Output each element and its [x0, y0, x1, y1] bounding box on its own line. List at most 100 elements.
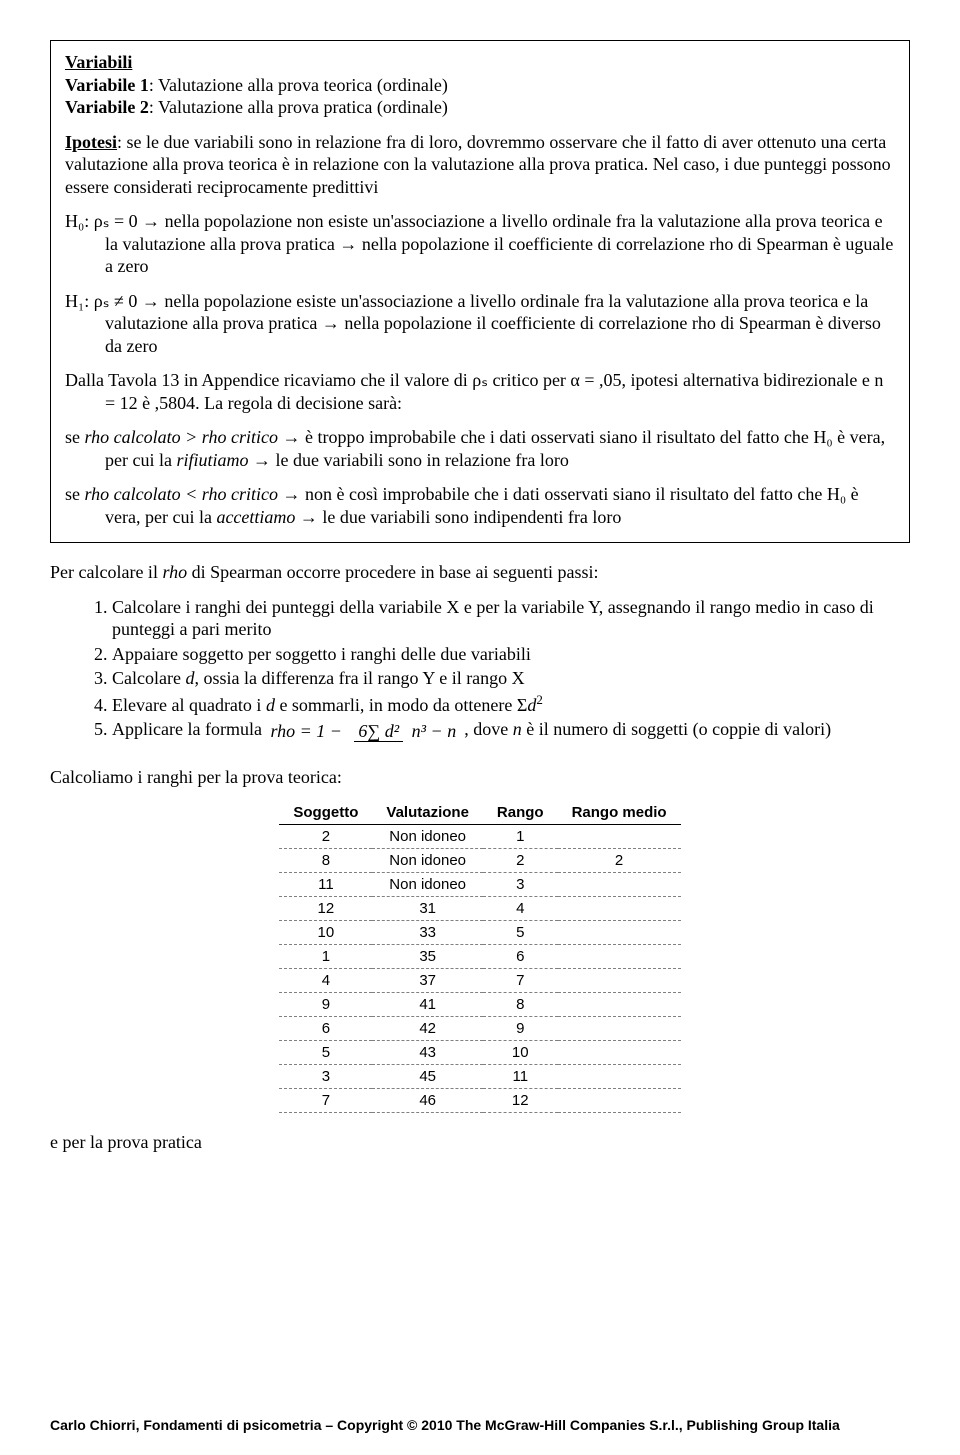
- cell: 1: [483, 824, 558, 848]
- cell: 45: [372, 1064, 483, 1088]
- variabile2-label: Variabile 2: [65, 97, 149, 117]
- rule-lt-action: accettiamo: [216, 507, 295, 527]
- steps-intro-suffix: di Spearman occorre procedere in base ai…: [187, 562, 598, 582]
- theory-box: Variabili Variabile 1: Valutazione alla …: [50, 40, 910, 543]
- cell: 7: [279, 1088, 372, 1112]
- rule-gt-tail: → le due variabili sono in relazione fra…: [248, 450, 568, 470]
- hypothesis-h1: H₁: ρₛ ≠ 0 → nella popolazione esiste un…: [65, 290, 895, 358]
- page: Variabili Variabile 1: Valutazione alla …: [0, 0, 960, 1455]
- table-row: 8Non idoneo22: [279, 848, 680, 872]
- rule-gt-action: rifiutiamo: [176, 450, 248, 470]
- cell: 35: [372, 944, 483, 968]
- step4-d2: d: [527, 695, 536, 715]
- table-row: 10335: [279, 920, 680, 944]
- cell: Non idoneo: [372, 872, 483, 896]
- cell: [558, 944, 681, 968]
- ipotesi-text: : se le due variabili sono in relazione …: [65, 132, 891, 197]
- cell: 5: [279, 1040, 372, 1064]
- table-row: 11Non idoneo3: [279, 872, 680, 896]
- cell: [558, 992, 681, 1016]
- rank-table: Soggetto Valutazione Rango Rango medio 2…: [279, 801, 680, 1113]
- variabili-heading-block: Variabili Variabile 1: Valutazione alla …: [65, 51, 895, 119]
- step-1: Calcolare i ranghi dei punteggi della va…: [112, 596, 910, 641]
- step3-a: Calcolare: [112, 668, 185, 688]
- cell: 8: [279, 848, 372, 872]
- hypothesis-h0: H₀: ρₛ = 0 → nella popolazione non esist…: [65, 210, 895, 278]
- cell: [558, 824, 681, 848]
- cell: 2: [279, 824, 372, 848]
- cell: 3: [483, 872, 558, 896]
- cell: [558, 1016, 681, 1040]
- step5-n: n: [513, 719, 522, 739]
- step-3: Calcolare d, ossia la differenza fra il …: [112, 667, 910, 690]
- cell: [558, 1040, 681, 1064]
- cell: 12: [279, 896, 372, 920]
- cell: 42: [372, 1016, 483, 1040]
- cell: 31: [372, 896, 483, 920]
- table-header-row: Soggetto Valutazione Rango Rango medio: [279, 801, 680, 825]
- decision-rule-gt: se rho calcolato > rho critico → è tropp…: [65, 426, 895, 471]
- decision-rule-lt: se rho calcolato < rho critico → non è c…: [65, 483, 895, 528]
- cell: 11: [279, 872, 372, 896]
- table-row: 74612: [279, 1088, 680, 1112]
- cell: [558, 872, 681, 896]
- variabile1-text: : Valutazione alla prova teorica (ordina…: [149, 75, 448, 95]
- steps-list: Calcolare i ranghi dei punteggi della va…: [50, 596, 910, 743]
- cell: Non idoneo: [372, 848, 483, 872]
- rule-lt-prefix: se: [65, 484, 85, 504]
- cell: 5: [483, 920, 558, 944]
- cell: 8: [483, 992, 558, 1016]
- cell: [558, 896, 681, 920]
- cell: 9: [279, 992, 372, 1016]
- steps-intro-rho: rho: [162, 562, 187, 582]
- step5-c: è il numero di soggetti (o coppie di val…: [522, 719, 831, 739]
- cell: 4: [483, 896, 558, 920]
- formula-numerator: 6∑ d²: [354, 721, 403, 742]
- cell: 3: [279, 1064, 372, 1088]
- table-row: 6429: [279, 1016, 680, 1040]
- table-row: 9418: [279, 992, 680, 1016]
- step4-sq: 2: [536, 692, 543, 707]
- formula-lhs: rho = 1 −: [270, 720, 341, 743]
- cell: 7: [483, 968, 558, 992]
- formula-fraction: 6∑ d² n³ − n: [354, 720, 460, 743]
- cell: Non idoneo: [372, 824, 483, 848]
- tavola-text: Dalla Tavola 13 in Appendice ricaviamo c…: [65, 369, 895, 414]
- cell: 11: [483, 1064, 558, 1088]
- calc-ranghi-heading: Calcoliamo i ranghi per la prova teorica…: [50, 766, 910, 789]
- rule-gt-cond: rho calcolato > rho critico: [85, 427, 278, 447]
- th-rango: Rango: [483, 801, 558, 825]
- cell: 46: [372, 1088, 483, 1112]
- cell: 2: [558, 848, 681, 872]
- table-row: 4377: [279, 968, 680, 992]
- cell: 10: [279, 920, 372, 944]
- cell: 10: [483, 1040, 558, 1064]
- cell: 33: [372, 920, 483, 944]
- step-4: Elevare al quadrato i d e sommarli, in m…: [112, 692, 910, 717]
- rule-lt-tail: → le due variabili sono indipendenti fra…: [295, 507, 621, 527]
- table-row: 54310: [279, 1040, 680, 1064]
- table-body: 2Non idoneo1 8Non idoneo22 11Non idoneo3…: [279, 824, 680, 1112]
- step3-b: , ossia la differenza fra il rango Y e i…: [194, 668, 524, 688]
- formula-denominator: n³ − n: [408, 721, 461, 741]
- cell: 6: [483, 944, 558, 968]
- cell: [558, 920, 681, 944]
- table-row: 1356: [279, 944, 680, 968]
- cell: 1: [279, 944, 372, 968]
- ipotesi-block: Ipotesi: se le due variabili sono in rel…: [65, 131, 895, 199]
- rule-lt-cond: rho calcolato < rho critico: [85, 484, 278, 504]
- variabile2-text: : Valutazione alla prova pratica (ordina…: [149, 97, 448, 117]
- table-row: 34511: [279, 1064, 680, 1088]
- variabile1-label: Variabile 1: [65, 75, 149, 95]
- step4-b: e sommarli, in modo da ottenere Σ: [275, 695, 527, 715]
- rule-gt-prefix: se: [65, 427, 85, 447]
- step-2: Appaiare soggetto per soggetto i ranghi …: [112, 643, 910, 666]
- table-row: 12314: [279, 896, 680, 920]
- cell: 2: [483, 848, 558, 872]
- page-footer: Carlo Chiorri, Fondamenti di psicometria…: [50, 1417, 840, 1433]
- steps-intro: Per calcolare il rho di Spearman occorre…: [50, 561, 910, 584]
- cell: 12: [483, 1088, 558, 1112]
- th-rango-medio: Rango medio: [558, 801, 681, 825]
- th-valutazione: Valutazione: [372, 801, 483, 825]
- variabili-heading: Variabili: [65, 52, 132, 72]
